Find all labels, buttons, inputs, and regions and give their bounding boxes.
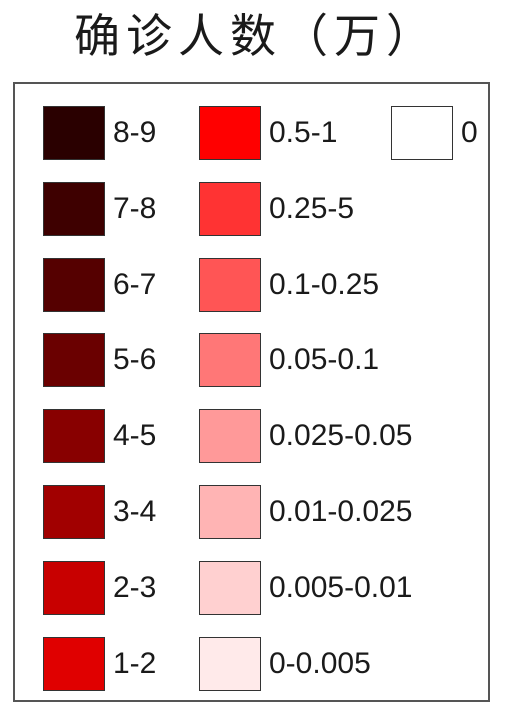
legend-swatch — [199, 485, 261, 539]
legend-item: 0.005-0.01 — [199, 561, 499, 617]
legend-swatch — [199, 182, 261, 236]
legend-swatch — [43, 409, 105, 463]
legend-label: 0-0.005 — [269, 637, 371, 691]
legend-swatch — [43, 561, 105, 615]
legend-label: 2-3 — [113, 561, 156, 615]
legend-label: 0.05-0.1 — [269, 333, 379, 387]
legend-swatch — [199, 106, 261, 160]
legend-label: 0.5-1 — [269, 106, 337, 160]
legend-label: 0 — [461, 106, 478, 160]
legend-label: 3-4 — [113, 485, 156, 539]
legend-swatch — [199, 258, 261, 312]
legend-item: 0.25-5 — [199, 182, 499, 238]
legend-label: 0.1-0.25 — [269, 258, 379, 312]
legend-item: 0.1-0.25 — [199, 258, 499, 314]
legend-item: 0.01-0.025 — [199, 485, 499, 541]
legend-label: 0.005-0.01 — [269, 561, 412, 615]
legend-swatch — [199, 637, 261, 691]
legend-label: 4-5 — [113, 409, 156, 463]
legend-swatch — [43, 182, 105, 236]
legend-box: 8-9 7-8 6-7 5-6 4-5 3-4 2-3 1-2 0.5-1 0.25-5 0.1-… — [13, 82, 490, 702]
legend-label: 0.025-0.05 — [269, 409, 412, 463]
legend-label: 0.25-5 — [269, 182, 354, 236]
legend-label: 6-7 — [113, 258, 156, 312]
legend-label: 0.01-0.025 — [269, 485, 412, 539]
legend-item: 0 — [391, 106, 512, 162]
legend-swatch — [199, 409, 261, 463]
legend-title: 确诊人数（万） — [0, 6, 512, 66]
legend-swatch — [43, 258, 105, 312]
legend-swatch — [199, 333, 261, 387]
legend-swatch — [43, 106, 105, 160]
legend-label: 7-8 — [113, 182, 156, 236]
legend-item: 0.025-0.05 — [199, 409, 499, 465]
legend-item: 0-0.005 — [199, 637, 499, 693]
legend-swatch — [43, 333, 105, 387]
legend-swatch — [391, 106, 453, 160]
legend-label: 8-9 — [113, 106, 156, 160]
legend-label: 1-2 — [113, 637, 156, 691]
legend-swatch — [199, 561, 261, 615]
legend-item: 0.05-0.1 — [199, 333, 499, 389]
legend-label: 5-6 — [113, 333, 156, 387]
legend-swatch — [43, 485, 105, 539]
legend-swatch — [43, 637, 105, 691]
